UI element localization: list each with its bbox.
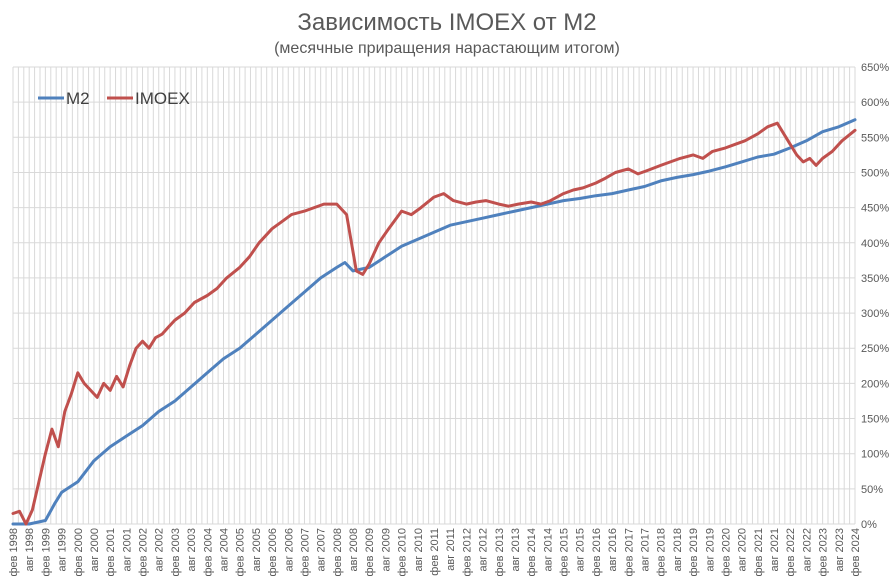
x-tick-label: авг 1999 [57, 528, 69, 572]
x-tick-label: авг 2005 [251, 528, 263, 572]
grid [12, 66, 856, 525]
y-tick-label: 550% [861, 132, 889, 144]
x-tick-label: фев 2020 [720, 528, 732, 577]
x-axis: фев 1998 авг 1998 фев 1999 авг 1999 фев 2000… [8, 528, 862, 577]
y-tick-label: 500% [861, 167, 889, 179]
x-tick-label: авг 2000 [89, 528, 101, 572]
x-tick-label: фев 2021 [753, 528, 765, 577]
x-tick-label: авг 1998 [24, 528, 36, 572]
x-tick-label: фев 2007 [299, 528, 311, 577]
x-tick-label: фев 2013 [494, 528, 506, 577]
x-tick-label: фев 2011 [429, 528, 441, 576]
x-tick-label: авг 2007 [316, 528, 328, 572]
x-tick-label: фев 1998 [8, 528, 20, 577]
x-tick-label: авг 2018 [672, 528, 684, 572]
y-tick-label: 400% [861, 238, 889, 250]
x-tick-label: авг 2022 [801, 528, 813, 572]
x-tick-label: фев 2005 [235, 528, 247, 577]
x-tick-label: фев 2008 [332, 528, 344, 577]
y-tick-label: 450% [861, 203, 889, 215]
plot-area [11, 118, 857, 526]
legend-label-m2: M2 [66, 89, 90, 108]
x-tick-label: фев 2014 [526, 528, 538, 577]
x-tick-label: авг 2020 [737, 528, 749, 572]
y-tick-label: 200% [861, 378, 889, 390]
x-tick-label: авг 2010 [413, 528, 425, 572]
x-tick-label: авг 2019 [704, 528, 716, 572]
y-tick-label: 150% [861, 414, 889, 426]
x-tick-label: фев 2003 [170, 528, 182, 577]
x-tick-label: фев 2004 [202, 528, 214, 577]
x-tick-label: фев 2023 [818, 528, 830, 577]
y-tick-label: 650% [861, 62, 889, 74]
x-tick-label: авг 2004 [219, 528, 231, 572]
x-tick-label: авг 2002 [154, 528, 166, 572]
x-tick-label: авг 2008 [348, 528, 360, 572]
y-tick-label: 600% [861, 97, 889, 109]
x-tick-label: авг 2015 [575, 528, 587, 572]
x-tick-label: авг 2006 [283, 528, 295, 572]
x-tick-label: фев 2024 [850, 528, 862, 577]
x-tick-label: фев 1999 [40, 528, 52, 577]
chart-subtitle: (месячные приращения нарастающим итогом) [274, 40, 620, 57]
y-tick-label: 300% [861, 308, 889, 320]
x-tick-label: фев 2015 [559, 528, 571, 577]
x-tick-label: фев 2022 [785, 528, 797, 577]
x-tick-label: фев 2002 [138, 528, 150, 577]
x-tick-label: фев 2019 [688, 528, 700, 577]
y-tick-label: 0% [861, 519, 877, 531]
x-tick-label: фев 2012 [461, 528, 473, 577]
series-line-m2 [11, 118, 857, 526]
x-tick-label: авг 2017 [640, 528, 652, 572]
x-tick-label: фев 2018 [656, 528, 668, 577]
y-tick-label: 100% [861, 449, 889, 461]
y-tick-label: 50% [861, 484, 883, 496]
y-tick-label: 350% [861, 273, 889, 285]
x-tick-label: фев 2000 [73, 528, 85, 577]
legend: M2 IMOEX [38, 89, 190, 108]
y-axis: 0% 50% 100% 150% 200% 250% 300% 350% 400% 450% 500… [861, 62, 889, 531]
x-tick-label: авг 2001 [121, 528, 133, 572]
y-tick-label: 250% [861, 343, 889, 355]
x-tick-label: авг 2011 [445, 528, 457, 571]
x-tick-label: авг 2003 [186, 528, 198, 572]
x-tick-label: авг 2021 [769, 528, 781, 572]
legend-label-imoex: IMOEX [135, 89, 190, 108]
x-tick-label: авг 2012 [478, 528, 490, 572]
x-tick-label: фев 2009 [364, 528, 376, 577]
series-line-imoex [11, 121, 857, 526]
x-tick-label: фев 2016 [591, 528, 603, 577]
x-tick-label: фев 2017 [623, 528, 635, 577]
x-tick-label: фев 2010 [397, 528, 409, 577]
x-tick-label: авг 2016 [607, 528, 619, 572]
x-tick-label: фев 2006 [267, 528, 279, 577]
x-tick-label: авг 2023 [834, 528, 846, 572]
chart-title: Зависимость IMOEX от M2 [297, 9, 596, 36]
x-tick-label: авг 2009 [380, 528, 392, 572]
x-tick-label: авг 2014 [542, 528, 554, 572]
x-tick-label: фев 2001 [105, 528, 117, 577]
x-tick-label: авг 2013 [510, 528, 522, 572]
